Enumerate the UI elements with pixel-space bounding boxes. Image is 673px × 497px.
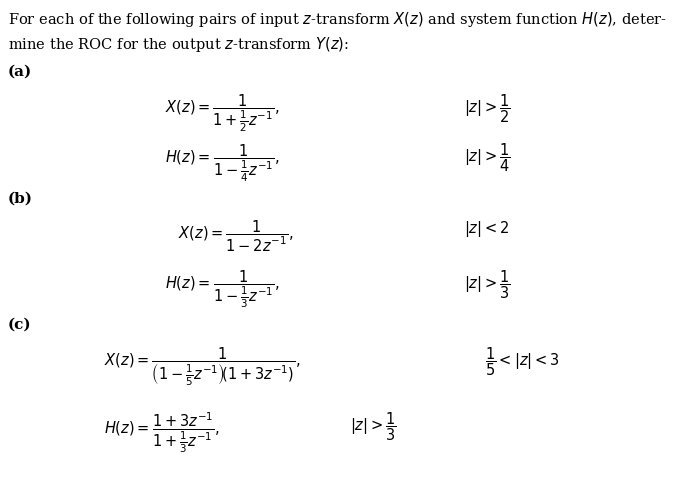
Text: $X(z) = \dfrac{1}{1+\frac{1}{2}z^{-1}},$: $X(z) = \dfrac{1}{1+\frac{1}{2}z^{-1}},$	[165, 92, 279, 134]
Text: $\dfrac{1}{5} < |z| < 3$: $\dfrac{1}{5} < |z| < 3$	[485, 345, 559, 378]
Text: mine the ROC for the output $z$-transform $Y(z)$:: mine the ROC for the output $z$-transfor…	[8, 35, 349, 54]
Text: $|z| > \dfrac{1}{2}$: $|z| > \dfrac{1}{2}$	[464, 92, 511, 125]
Text: (c): (c)	[8, 318, 32, 332]
Text: $H(z) = \dfrac{1}{1-\frac{1}{4}z^{-1}},$: $H(z) = \dfrac{1}{1-\frac{1}{4}z^{-1}},$	[165, 142, 279, 183]
Text: (b): (b)	[8, 191, 33, 205]
Text: $X(z) = \dfrac{1}{1-2z^{-1}},$: $X(z) = \dfrac{1}{1-2z^{-1}},$	[178, 219, 293, 254]
Text: $|z| < 2$: $|z| < 2$	[464, 219, 509, 239]
Text: $H(z) = \dfrac{1+3z^{-1}}{1+\frac{1}{3}z^{-1}},$: $H(z) = \dfrac{1+3z^{-1}}{1+\frac{1}{3}z…	[104, 410, 220, 455]
Text: $H(z) = \dfrac{1}{1-\frac{1}{3}z^{-1}},$: $H(z) = \dfrac{1}{1-\frac{1}{3}z^{-1}},$	[165, 268, 279, 310]
Text: $|z| > \dfrac{1}{4}$: $|z| > \dfrac{1}{4}$	[464, 142, 511, 174]
Text: $|z| > \dfrac{1}{3}$: $|z| > \dfrac{1}{3}$	[464, 268, 511, 301]
Text: For each of the following pairs of input $z$-transform $X(z)$ and system functio: For each of the following pairs of input…	[8, 10, 667, 29]
Text: $|z| > \dfrac{1}{3}$: $|z| > \dfrac{1}{3}$	[350, 410, 397, 443]
Text: (a): (a)	[8, 65, 32, 79]
Text: $X(z) = \dfrac{1}{\left(1-\frac{1}{5}z^{-1}\right)\!\left(1+3z^{-1}\right)},$: $X(z) = \dfrac{1}{\left(1-\frac{1}{5}z^{…	[104, 345, 301, 388]
